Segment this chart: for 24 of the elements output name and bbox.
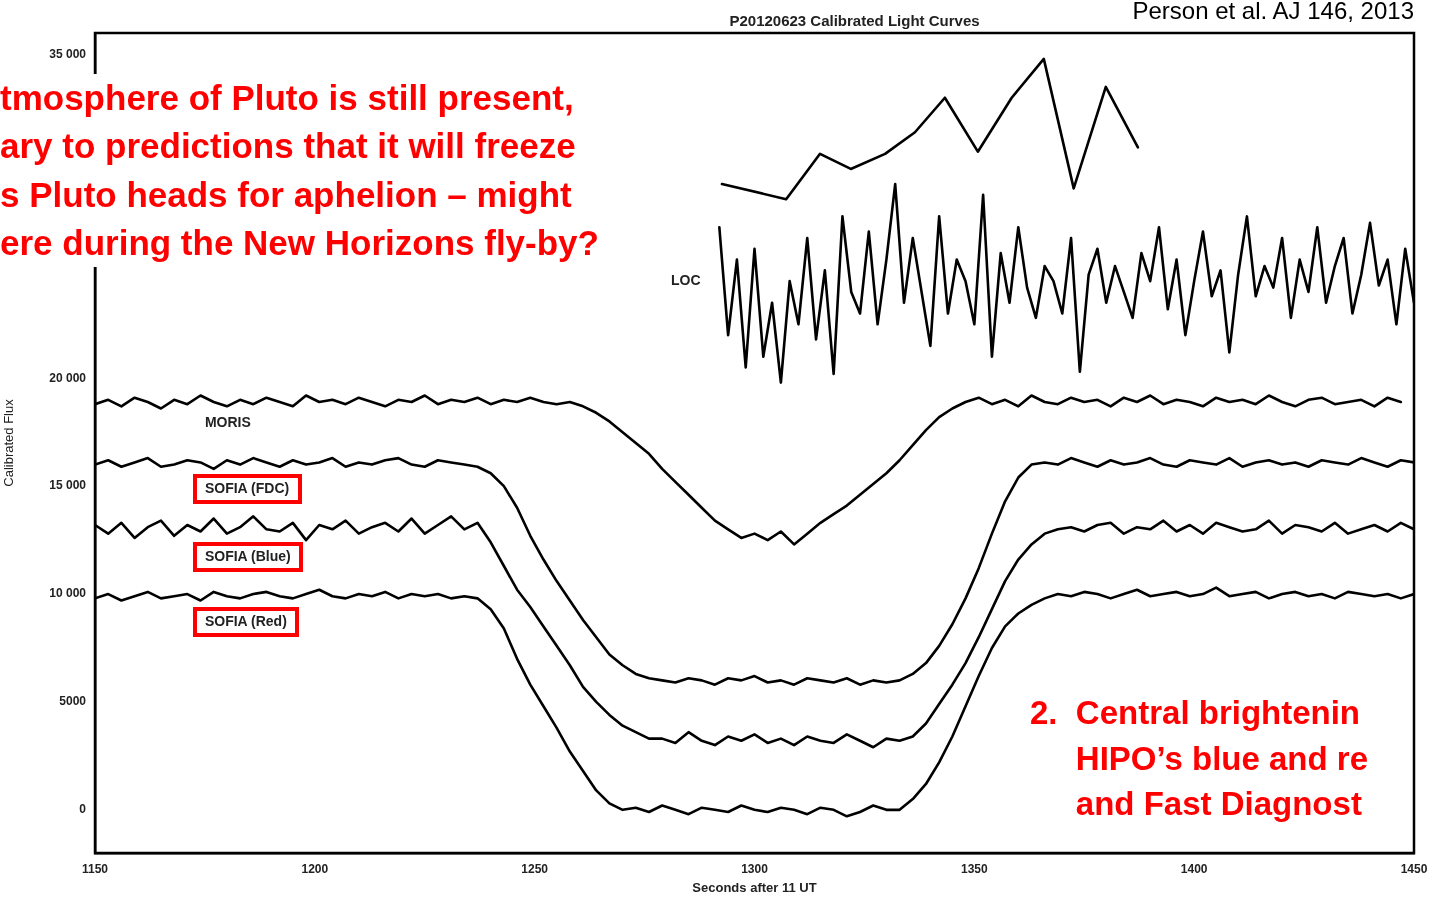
chart-title: P20120623 Calibrated Light Curves xyxy=(729,11,980,29)
series-label: SOFIA (FDC) xyxy=(204,480,290,497)
text: Person et al. AJ 146, 2013 xyxy=(1132,0,1414,26)
series-label: SOFIA (Blue) xyxy=(204,548,291,565)
annotation: tmosphere of Pluto is still present, ary to predictions that it will freeze s Pluto heads for aphelion – might ere during the New Horizons fly-by? xyxy=(0,74,599,268)
y-tick-label: 15 000 xyxy=(49,478,87,493)
series-label: LOC xyxy=(670,272,701,289)
y-tick-label: 0 xyxy=(79,802,87,817)
x-tick-label: 1350 xyxy=(960,861,988,876)
x-tick-label: 1400 xyxy=(1180,861,1208,876)
series-label: MORIS xyxy=(204,414,251,431)
x-tick-label: 1250 xyxy=(521,861,549,876)
y-axis-title: Calibrated Flux xyxy=(1,398,17,487)
y-tick-label: 20 000 xyxy=(49,370,87,385)
y-tick-label: 35 000 xyxy=(49,46,87,61)
x-axis-title: Seconds after 11 UT xyxy=(692,879,817,895)
y-tick-label: 10 000 xyxy=(49,586,87,601)
series-label: SOFIA (Red) xyxy=(204,612,287,629)
annotation: 2. Central brightenin HIPO’s blue and re and Fast Diagnost xyxy=(1030,690,1369,827)
y-tick-label: 5000 xyxy=(59,694,87,709)
x-tick-label: 1150 xyxy=(81,861,109,876)
x-tick-label: 1300 xyxy=(741,861,769,876)
x-tick-label: 1200 xyxy=(301,861,329,876)
x-tick-label: 1450 xyxy=(1400,861,1428,876)
